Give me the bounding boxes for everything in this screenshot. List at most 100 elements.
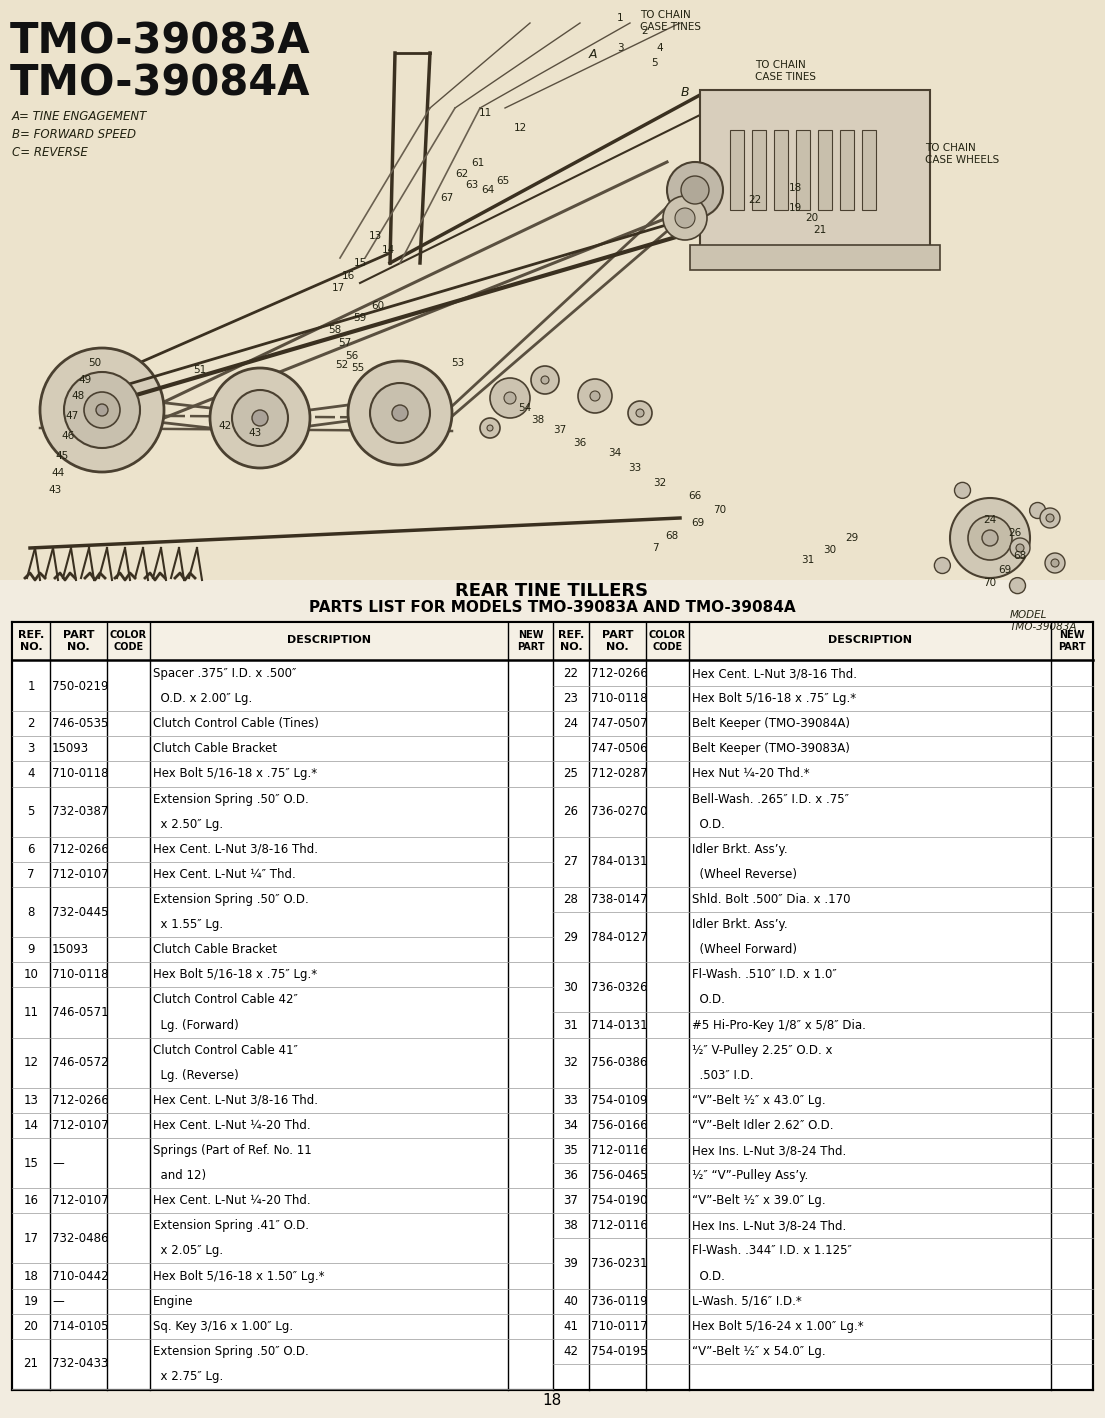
Text: 11: 11 (23, 1005, 39, 1020)
Ellipse shape (392, 406, 408, 421)
Text: 53: 53 (451, 357, 464, 369)
Ellipse shape (480, 418, 499, 438)
Text: 732-0445: 732-0445 (52, 906, 108, 919)
Ellipse shape (578, 379, 612, 413)
Text: 746-0572: 746-0572 (52, 1056, 108, 1069)
Text: NEW
PART: NEW PART (1059, 630, 1086, 652)
Text: Extension Spring .41″ O.D.: Extension Spring .41″ O.D. (152, 1219, 309, 1232)
Text: Hex Cent. L-Nut 3/8-16 Thd.: Hex Cent. L-Nut 3/8-16 Thd. (152, 1093, 318, 1107)
Text: 68: 68 (1013, 552, 1027, 562)
Text: Shld. Bolt .500″ Dia. x .170: Shld. Bolt .500″ Dia. x .170 (692, 893, 851, 906)
Bar (774, 130, 788, 210)
Ellipse shape (663, 196, 707, 240)
Text: Engine: Engine (152, 1295, 193, 1307)
Text: 65: 65 (496, 176, 509, 186)
Text: Hex Ins. L-Nut 3/8-24 Thd.: Hex Ins. L-Nut 3/8-24 Thd. (692, 1219, 846, 1232)
Text: Idler Brkt. Ass’y.: Idler Brkt. Ass’y. (692, 917, 788, 932)
Text: 54: 54 (518, 403, 532, 413)
Text: Clutch Control Cable 42″: Clutch Control Cable 42″ (152, 994, 298, 1007)
Text: x 2.75″ Lg.: x 2.75″ Lg. (152, 1370, 223, 1383)
Text: L-Wash. 5/16″ I.D.*: L-Wash. 5/16″ I.D.* (692, 1295, 802, 1307)
Text: 66: 66 (688, 491, 702, 501)
Ellipse shape (490, 379, 530, 418)
Text: 22: 22 (564, 666, 579, 681)
Text: 736-0119: 736-0119 (591, 1295, 648, 1307)
Text: 710-0442: 710-0442 (52, 1269, 108, 1282)
Text: 736-0270: 736-0270 (591, 805, 648, 818)
Text: O.D.: O.D. (692, 994, 725, 1007)
Text: 736-0231: 736-0231 (591, 1256, 648, 1271)
Ellipse shape (84, 391, 120, 428)
Text: 712-0107: 712-0107 (52, 1194, 108, 1207)
Text: 27: 27 (564, 855, 579, 868)
Text: 747-0507: 747-0507 (591, 718, 648, 730)
Text: Extension Spring .50″ O.D.: Extension Spring .50″ O.D. (152, 893, 308, 906)
Text: TO CHAIN
CASE WHEELS: TO CHAIN CASE WHEELS (925, 143, 999, 164)
Text: 756-0465: 756-0465 (591, 1168, 648, 1183)
Text: Hex Cent. L-Nut ¼-20 Thd.: Hex Cent. L-Nut ¼-20 Thd. (152, 1194, 311, 1207)
Text: Sq. Key 3/16 x 1.00″ Lg.: Sq. Key 3/16 x 1.00″ Lg. (152, 1320, 293, 1333)
Text: 18: 18 (23, 1269, 39, 1282)
Text: Clutch Control Cable 41″: Clutch Control Cable 41″ (152, 1044, 298, 1056)
Text: 20: 20 (806, 213, 819, 223)
Ellipse shape (1010, 537, 1030, 559)
Text: 32: 32 (564, 1056, 578, 1069)
Text: 12: 12 (514, 123, 527, 133)
Text: 25: 25 (564, 767, 578, 780)
Text: 747-0506: 747-0506 (591, 743, 648, 756)
Ellipse shape (590, 391, 600, 401)
Ellipse shape (968, 516, 1012, 560)
Text: 43: 43 (49, 485, 62, 495)
Ellipse shape (232, 390, 288, 447)
Text: 36: 36 (564, 1168, 578, 1183)
Text: 15: 15 (354, 258, 367, 268)
Text: 49: 49 (78, 374, 92, 386)
Text: A: A (589, 48, 597, 61)
Ellipse shape (628, 401, 652, 425)
Text: —: — (52, 1157, 64, 1170)
Text: Fl-Wash. .344″ I.D. x 1.125″: Fl-Wash. .344″ I.D. x 1.125″ (692, 1245, 852, 1258)
Text: 62: 62 (455, 169, 469, 179)
Text: 33: 33 (564, 1093, 578, 1107)
Text: 732-0486: 732-0486 (52, 1232, 108, 1245)
Text: 29: 29 (564, 930, 579, 943)
Ellipse shape (504, 391, 516, 404)
Bar (690, 245, 940, 269)
Text: x 2.05″ Lg.: x 2.05″ Lg. (152, 1245, 223, 1258)
Text: Fl-Wash. .510″ I.D. x 1.0″: Fl-Wash. .510″ I.D. x 1.0″ (692, 968, 836, 981)
Text: 1: 1 (28, 679, 34, 692)
Text: Belt Keeper (TMO-39083A): Belt Keeper (TMO-39083A) (692, 743, 850, 756)
Text: 59: 59 (354, 313, 367, 323)
Bar (753, 130, 766, 210)
Text: 35: 35 (564, 1144, 578, 1157)
Text: 58: 58 (328, 325, 341, 335)
Text: 746-0571: 746-0571 (52, 1005, 108, 1020)
Text: 4: 4 (656, 43, 663, 52)
Text: 67: 67 (441, 193, 454, 203)
Ellipse shape (40, 347, 164, 472)
Text: 712-0266: 712-0266 (52, 842, 108, 856)
Text: 5: 5 (652, 58, 659, 68)
Ellipse shape (636, 408, 644, 417)
Text: 68: 68 (665, 530, 678, 542)
Text: MODEL
TMO-39083A: MODEL TMO-39083A (1010, 610, 1077, 631)
Text: Hex Bolt 5/16-18 x .75″ Lg.*: Hex Bolt 5/16-18 x .75″ Lg.* (152, 767, 317, 780)
Text: Hex Bolt 5/16-18 x .75″ Lg.*: Hex Bolt 5/16-18 x .75″ Lg.* (152, 968, 317, 981)
Text: 1: 1 (617, 13, 623, 23)
Ellipse shape (1010, 577, 1025, 594)
Text: 15093: 15093 (52, 943, 90, 956)
Text: and 12): and 12) (152, 1168, 207, 1183)
Text: 11: 11 (478, 108, 492, 118)
Text: 712-0107: 712-0107 (52, 868, 108, 881)
Text: 754-0109: 754-0109 (591, 1093, 648, 1107)
Text: x 1.55″ Lg.: x 1.55″ Lg. (152, 917, 223, 932)
Text: 50: 50 (88, 357, 102, 369)
Text: 36: 36 (573, 438, 587, 448)
Text: TMO-39083A: TMO-39083A (10, 20, 311, 62)
Text: 12: 12 (23, 1056, 39, 1069)
Text: 710-0118: 710-0118 (52, 968, 108, 981)
Text: 10: 10 (23, 968, 39, 981)
Text: 14: 14 (381, 245, 394, 255)
Text: REAR TINE TILLERS: REAR TINE TILLERS (455, 581, 649, 600)
Ellipse shape (370, 383, 430, 442)
